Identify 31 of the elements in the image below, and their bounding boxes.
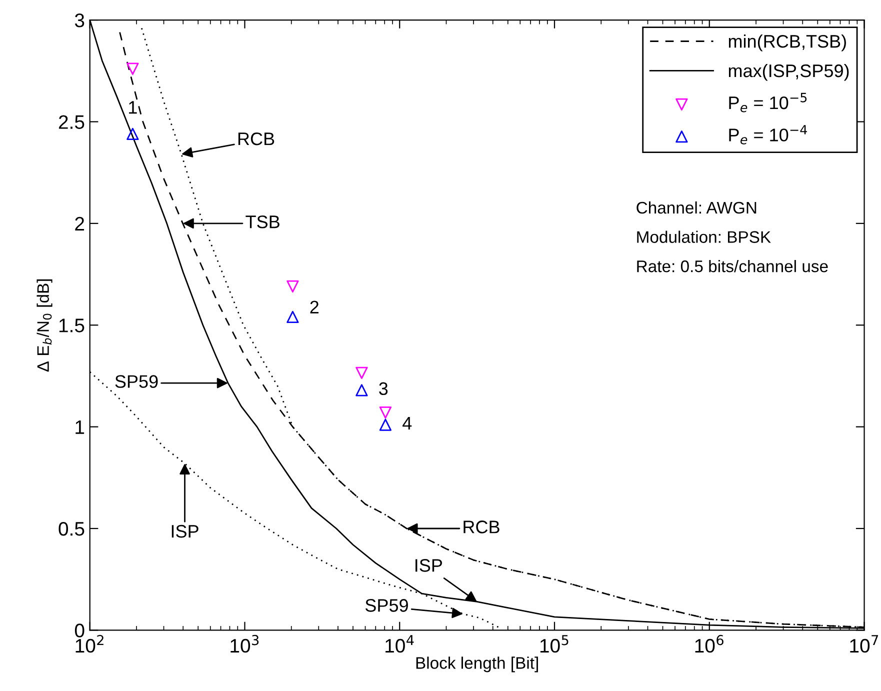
y-tick-label: 1 — [76, 420, 84, 434]
y-tick-label: 3 — [74, 14, 84, 28]
x-tick-label: 10$^{3}$ — [230, 634, 259, 653]
annotation: Channel: AWGN — [636, 201, 756, 214]
y-tick-label: 1.5 — [59, 318, 84, 332]
annotation: 1 — [129, 101, 137, 114]
x-tick-label: 10$^{5}$ — [540, 635, 568, 653]
x-axis-title: Block length [Bit] — [416, 656, 538, 672]
annotation: SP59 — [115, 375, 158, 388]
legend-label: min(RCB,TSB) — [728, 34, 846, 52]
x-tick-label: 10$^{6}$ — [695, 634, 724, 653]
x-tick-label: 10$^{7}$ — [850, 635, 878, 653]
annotation: TSB — [246, 215, 280, 228]
y-tick-label: 2.5 — [58, 115, 84, 129]
annotation: Modulation: BPSK — [637, 230, 771, 243]
legend-label: P$_{e}$ = 10$^{−5}$ — [729, 92, 807, 112]
annotation: ISP — [416, 559, 442, 572]
annotation: 4 — [402, 417, 412, 430]
annotation: ISP — [172, 524, 198, 538]
annotation: Rate: 0.5 bits/channel use — [637, 260, 828, 272]
x-tick-label: 10$^{4}$ — [386, 635, 414, 653]
y-tick-label: 0.5 — [58, 522, 84, 536]
y-tick-label: 2 — [75, 216, 84, 230]
annotation: 2 — [310, 300, 318, 314]
annotation: RCB — [238, 132, 274, 146]
legend-label: P$_{e}$ = 10$^{−4}$ — [729, 125, 807, 144]
annotation: 3 — [379, 382, 388, 396]
y-axis-title: Δ E$_{b}$/N$_{0}$ [dB] — [36, 279, 52, 372]
annotation: RCB — [464, 520, 500, 534]
legend-label: max(ISP,SP59) — [728, 64, 849, 81]
annotation: SP59 — [365, 599, 408, 612]
